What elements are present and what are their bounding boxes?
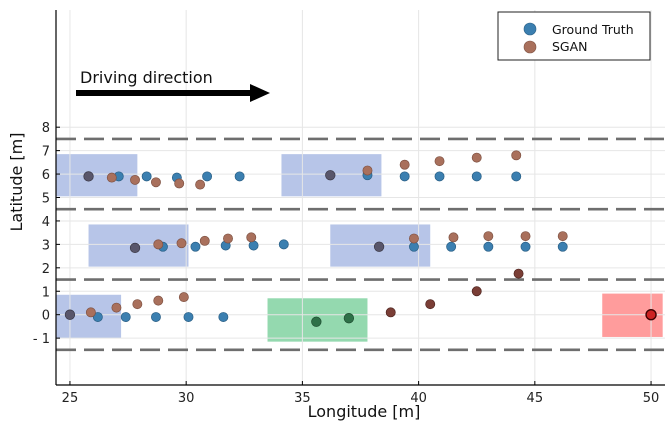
y-tick-label: 8 <box>42 121 50 136</box>
sgan-point <box>471 152 482 163</box>
neighbor-trajectory-point <box>385 307 396 318</box>
sgan-point <box>223 233 233 244</box>
y-tick-label: 3 <box>42 238 50 253</box>
y-tick-label: 2 <box>42 262 50 277</box>
target-history-point <box>343 313 355 324</box>
ground-truth-point <box>511 171 522 182</box>
sgan-point <box>199 235 210 246</box>
y-tick-label: 6 <box>42 168 50 183</box>
ground-truth-point <box>434 171 445 182</box>
ground-truth-point <box>151 312 161 322</box>
sgan-point <box>399 159 410 170</box>
sgan-point <box>520 231 531 242</box>
x-tick-label: 45 <box>527 391 544 406</box>
legend-marker-sgan <box>523 40 537 54</box>
sgan-point <box>178 292 189 303</box>
history-point <box>325 170 336 181</box>
history-point <box>129 242 141 254</box>
legend-item-ground-truth: Ground Truth <box>523 22 634 37</box>
sgan-point <box>483 231 494 242</box>
legend-label-ground-truth: Ground Truth <box>552 22 634 37</box>
ground-truth-point <box>202 171 213 182</box>
ground-truth-point <box>234 171 245 182</box>
y-tick-label: - 1 <box>33 332 50 347</box>
ground-truth-point <box>190 241 201 252</box>
ground-truth-point <box>218 312 229 322</box>
sgan-point <box>153 295 164 306</box>
sgan-point <box>106 172 117 183</box>
goal-point <box>645 308 657 321</box>
sgan-point <box>130 174 140 185</box>
ground-truth-point <box>409 241 419 252</box>
x-tick-label: 30 <box>178 391 195 406</box>
ground-truth-point <box>92 312 103 322</box>
y-tick-label: 1 <box>42 285 50 300</box>
ground-truth-point <box>483 241 494 252</box>
legend-item-sgan: SGAN <box>523 39 588 54</box>
sgan-point <box>195 179 206 190</box>
legend-box <box>497 11 651 61</box>
ground-truth-point <box>471 171 482 182</box>
x-tick-label: 35 <box>294 391 311 406</box>
ground-truth-point <box>248 240 259 251</box>
y-tick-label: 5 <box>42 192 50 207</box>
driving-direction-annotation: Driving direction <box>76 68 270 102</box>
neighbor-trajectory-point <box>425 299 436 310</box>
lane-lines <box>56 137 665 352</box>
data-points <box>64 150 657 327</box>
sgan-point <box>151 177 161 188</box>
vehicle-boxes <box>56 154 663 342</box>
sgan-point <box>246 232 257 243</box>
neighbor-trajectory-point <box>471 286 482 297</box>
x-tick-label: 25 <box>62 391 79 406</box>
neighbor-trajectory-point <box>513 268 524 279</box>
sgan-point <box>111 302 122 313</box>
sgan-point <box>511 150 522 161</box>
ground-truth-point <box>399 171 410 182</box>
legend-marker-ground-truth <box>523 22 537 36</box>
y-axis-label: Latitude [m] <box>7 132 26 231</box>
ground-truth-point <box>520 241 531 252</box>
sgan-point <box>132 299 143 310</box>
sgan-point <box>85 307 96 318</box>
sgan-point <box>153 239 164 250</box>
sgan-point <box>409 233 419 244</box>
history-point <box>83 171 94 182</box>
sgan-point <box>448 232 459 243</box>
ground-truth-point <box>278 239 289 250</box>
history-point <box>64 309 76 320</box>
legend-label-sgan: SGAN <box>552 39 588 54</box>
ground-truth-point <box>120 312 131 322</box>
sgan-point <box>174 178 185 189</box>
x-tick-label: 40 <box>410 391 427 406</box>
driving-direction-arrow-icon <box>76 84 270 102</box>
sgan-point <box>362 165 373 176</box>
y-tick-label: 0 <box>42 309 50 324</box>
y-tick-label: 4 <box>42 215 50 230</box>
vehicle-box-blue-0 <box>56 154 138 197</box>
x-axis-label: Longitude [m] <box>308 402 421 421</box>
legend: Ground Truth SGAN <box>497 11 651 61</box>
axes-frame <box>55 10 665 386</box>
sgan-point <box>434 156 445 167</box>
ground-truth-point <box>141 171 152 182</box>
y-tick-label: 7 <box>42 145 50 160</box>
target-history-point <box>311 316 322 327</box>
ground-truth-point <box>183 312 194 322</box>
sgan-point <box>557 231 568 242</box>
sgan-point <box>176 238 187 249</box>
x-tick-label: 50 <box>643 391 660 406</box>
ground-truth-point <box>557 241 568 252</box>
history-point <box>373 241 385 252</box>
driving-direction-label: Driving direction <box>80 68 213 87</box>
ground-truth-point <box>446 241 457 252</box>
